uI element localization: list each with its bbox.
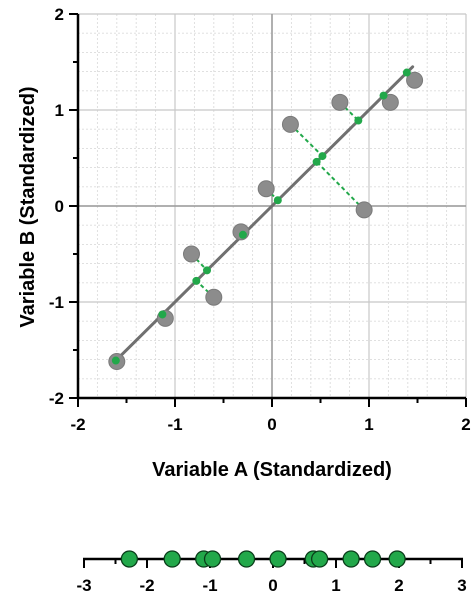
strip-chart: -3 -2 -1 0 1 2 3 xyxy=(76,550,467,595)
strip-tick-label: 1 xyxy=(331,576,340,595)
x-tick-label: -1 xyxy=(167,415,182,434)
y-tick-label: 2 xyxy=(55,5,64,24)
strip-point xyxy=(120,550,139,568)
data-point xyxy=(355,201,373,219)
projection-point xyxy=(312,157,321,166)
x-tick-label: 1 xyxy=(364,415,373,434)
strip-points xyxy=(120,550,406,568)
projection-point xyxy=(238,230,247,239)
data-point xyxy=(205,288,223,306)
projection-segment xyxy=(315,161,365,211)
strip-tick-label: 3 xyxy=(457,576,466,595)
projection-point xyxy=(402,68,411,77)
x-axis-title: Variable A (Standardized) xyxy=(152,459,392,481)
projection-point xyxy=(379,91,388,100)
data-points xyxy=(108,71,424,371)
projection-point xyxy=(111,356,120,365)
projection-point xyxy=(158,310,167,319)
y-tick-label: 0 xyxy=(55,197,64,216)
strip-point xyxy=(388,550,406,568)
x-tick-label: 2 xyxy=(461,415,470,434)
tick-labels: -2 -1 0 1 2 2 1 0 -1 -2 xyxy=(49,5,471,434)
projection-points xyxy=(111,68,411,365)
projection-point xyxy=(354,116,363,125)
strip-tick-labels: -3 -2 -1 0 1 2 3 xyxy=(76,576,466,595)
strip-tick-label: -2 xyxy=(139,576,154,595)
projection-point xyxy=(273,196,282,205)
x-tick-label: -2 xyxy=(70,415,85,434)
y-tick-label: 1 xyxy=(55,101,64,120)
strip-point xyxy=(310,550,329,568)
y-tick-label: -1 xyxy=(49,293,64,312)
data-point xyxy=(406,71,424,89)
strip-tick-label: -1 xyxy=(202,576,217,595)
strip-point xyxy=(163,550,181,568)
data-point xyxy=(281,115,299,133)
strip-point xyxy=(342,550,360,568)
strip-point xyxy=(203,550,222,568)
data-point xyxy=(331,93,349,111)
projection-point xyxy=(318,152,327,161)
scatter-chart: -2 -1 0 1 2 2 1 0 -1 -2 Variable A (Standardized)… xyxy=(17,5,471,481)
strip-tick-label: 0 xyxy=(268,576,277,595)
strip-point xyxy=(237,550,256,568)
projection-point xyxy=(192,276,201,285)
strip-point xyxy=(363,550,382,568)
data-point xyxy=(182,245,200,263)
strip-tick-label: 2 xyxy=(394,576,403,595)
y-axis-title: Variable B (Standardized) xyxy=(17,86,39,327)
strip-point xyxy=(269,550,287,568)
data-point xyxy=(257,180,275,198)
x-tick-label: 0 xyxy=(267,415,276,434)
projection-segment xyxy=(339,101,360,122)
strip-tick-label: -3 xyxy=(76,576,91,595)
projection-point xyxy=(203,266,212,275)
y-tick-label: -2 xyxy=(49,389,64,408)
